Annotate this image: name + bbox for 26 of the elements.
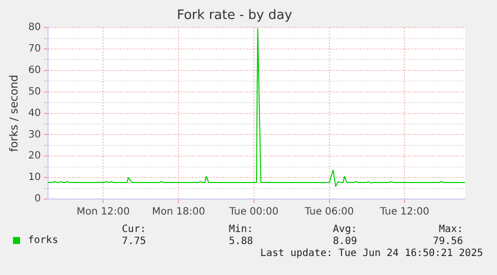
text: 7.75 — [122, 236, 146, 247]
text: Last update: Tue Jun 24 16:50:21 2025 — [260, 248, 483, 259]
chart-title: Fork rate - by day — [176, 8, 292, 24]
y-axis-title: forks / second — [7, 74, 20, 152]
y-tick-label: 50 — [28, 86, 41, 98]
text: Cur: — [122, 224, 146, 235]
text: 79.56 — [432, 236, 463, 247]
y-tick-label: 20 — [28, 150, 41, 162]
y-tick-label: 80 — [28, 22, 41, 34]
text: Min: — [228, 224, 253, 235]
y-tick-label: 10 — [28, 172, 41, 184]
text: 8.09 — [332, 236, 357, 247]
y-tick-label: 0 — [34, 194, 41, 205]
text: Avg: — [332, 224, 357, 235]
x-tick-label: Tue 06:00 — [304, 206, 354, 218]
y-tick-label: 40 — [28, 108, 41, 119]
y-tick-label: 70 — [28, 44, 41, 55]
x-tick-label: Tue 00:00 — [228, 206, 278, 218]
y-tick-label: 60 — [28, 65, 41, 76]
x-tick-label: Mon 12:00 — [76, 206, 130, 218]
text: Max: — [438, 224, 463, 235]
legend-label: forks — [27, 235, 58, 246]
x-tick-label: Mon 18:00 — [152, 206, 206, 218]
x-tick-label: Tue 12:00 — [379, 206, 430, 218]
y-tick-label: 30 — [28, 129, 41, 140]
text: 5.88 — [228, 236, 253, 247]
